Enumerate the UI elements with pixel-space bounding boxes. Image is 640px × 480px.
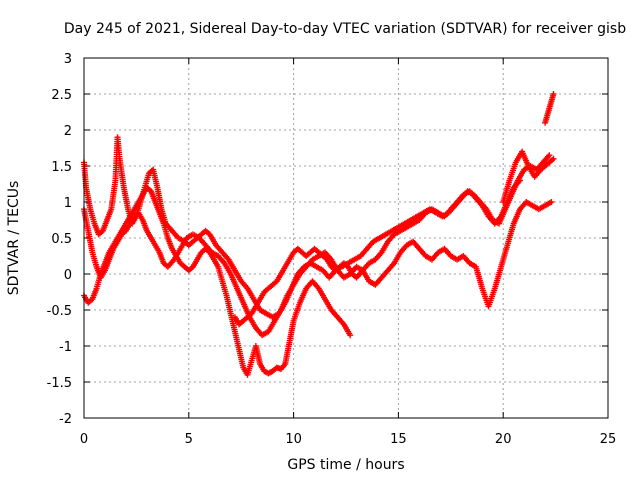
x-tick-label: 15: [390, 432, 407, 447]
y-tick-label: 0.5: [51, 232, 72, 247]
x-tick-label: 20: [495, 432, 512, 447]
data-points: [81, 91, 557, 378]
y-tick-label: -2: [59, 412, 72, 427]
data-point: [550, 91, 557, 97]
y-tick-label: -1: [59, 340, 72, 355]
data-point: [347, 332, 354, 339]
data-point: [546, 152, 553, 159]
y-tick-label: 1.5: [51, 160, 72, 175]
x-tick-label: 10: [285, 432, 302, 447]
plot-frame: [83, 57, 609, 419]
y-tick-label: 1: [64, 196, 72, 211]
x-tick-labels: 0 5 10 15 20 25: [80, 432, 616, 447]
y-tick-label: -0.5: [47, 304, 72, 319]
data-point: [548, 199, 555, 205]
x-tick-label: 5: [185, 432, 193, 447]
y-tick-label: 2.5: [51, 88, 72, 103]
x-tick-label: 25: [600, 432, 617, 447]
y-tick-label: -1.5: [47, 376, 72, 391]
x-axis-label: GPS time / hours: [287, 457, 404, 473]
data-point: [516, 177, 523, 184]
y-tick-label: 2: [64, 124, 72, 139]
y-axis-label: SDTVAR / TECUs: [6, 181, 22, 296]
y-tick-labels: -2 -1.5 -1 -0.5 0 0.5 1 1.5 2 2.5 3: [47, 52, 72, 427]
y-tick-label: 0: [64, 268, 72, 283]
y-tick-label: 3: [64, 52, 72, 67]
grid: [84, 58, 608, 418]
data-point: [550, 155, 557, 162]
x-tick-label: 0: [80, 432, 88, 447]
chart-title: Day 245 of 2021, Sidereal Day-to-day VTE…: [64, 21, 626, 37]
